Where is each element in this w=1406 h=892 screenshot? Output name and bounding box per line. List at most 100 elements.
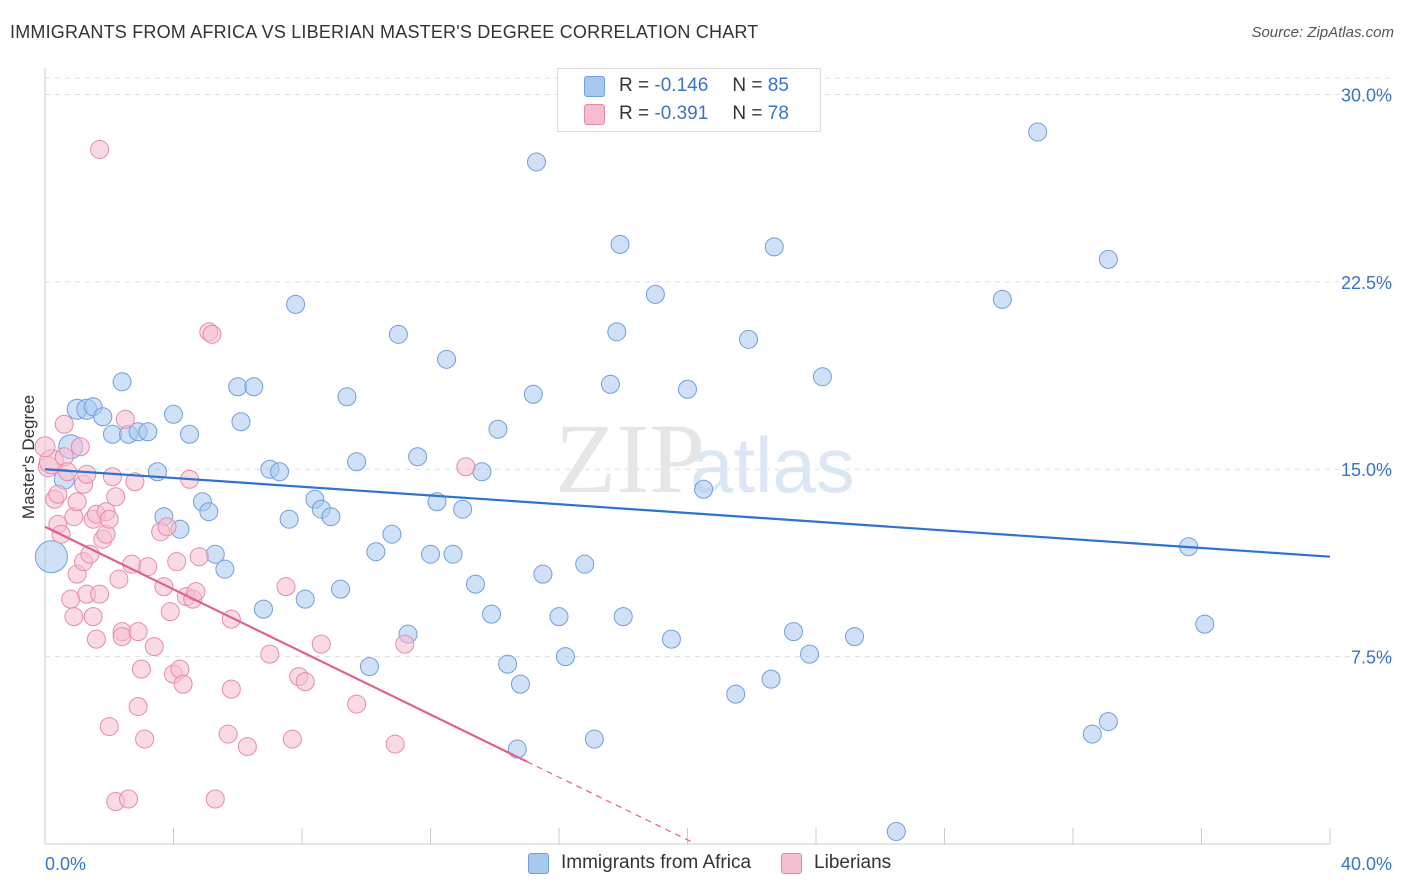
africa-point	[437, 349, 457, 369]
liberian-point	[311, 634, 331, 654]
africa-point	[382, 524, 402, 544]
africa-point	[421, 544, 440, 564]
liberian-point	[64, 607, 84, 627]
africa-point	[443, 544, 463, 564]
africa-point	[93, 407, 113, 427]
liberian-point	[456, 457, 476, 477]
liberian-point	[90, 139, 110, 159]
legend-item-liberians[interactable]: Liberians	[781, 852, 891, 874]
liberian-trend-line	[44, 525, 528, 763]
liberian-point	[202, 324, 222, 344]
liberian-point	[34, 436, 56, 458]
africa-point	[1098, 712, 1118, 732]
africa-point	[112, 372, 132, 392]
africa-point	[645, 284, 665, 304]
africa-point	[507, 739, 527, 759]
africa-point	[488, 419, 508, 439]
africa-point	[527, 152, 547, 172]
liberian-trend-extension	[526, 761, 695, 844]
liberian-point	[173, 674, 193, 694]
africa-point	[359, 657, 379, 677]
liberian-point	[115, 409, 135, 429]
liberian-point	[237, 737, 257, 757]
africa-point	[286, 294, 306, 314]
trend-lines	[44, 468, 1331, 844]
africa-point	[199, 502, 219, 522]
africa-point	[575, 554, 595, 574]
africa-point	[498, 654, 518, 674]
liberian-point	[77, 464, 97, 484]
x-tick-label: 40.0%	[1341, 854, 1392, 874]
africa-point	[244, 377, 264, 397]
africa-point	[992, 289, 1012, 309]
liberian-point	[131, 659, 151, 679]
liberian-point	[48, 484, 68, 504]
africa-point	[610, 234, 630, 254]
africa-point	[215, 559, 235, 579]
liberian-point	[276, 577, 296, 597]
liberian-point	[128, 622, 148, 642]
africa-point	[613, 607, 633, 627]
liberian-point	[135, 729, 155, 749]
liberian-point	[160, 602, 180, 622]
africa-point	[739, 329, 759, 349]
liberian-point	[83, 607, 103, 627]
liberian-point	[109, 569, 129, 589]
legend-item-africa[interactable]: Immigrants from Africa	[528, 852, 751, 874]
africa-point	[1028, 122, 1048, 142]
africa-point	[845, 627, 865, 647]
africa-point	[228, 377, 248, 397]
legend-row-liberians: R = -0.391 N = 78	[584, 101, 789, 127]
liberian-point	[70, 437, 90, 457]
legend-r-label: R =	[619, 103, 650, 124]
africa-point	[180, 424, 200, 444]
liberian-point	[295, 672, 315, 692]
liberian-point	[67, 492, 87, 512]
liberian-point	[99, 509, 119, 529]
legend-n-value: 78	[767, 103, 789, 124]
liberian-point	[144, 637, 164, 657]
africa-point	[253, 599, 273, 619]
africa-point	[138, 422, 158, 442]
africa-point	[510, 674, 530, 694]
africa-point	[331, 579, 351, 599]
africa-point	[1098, 249, 1118, 269]
africa-point	[231, 412, 251, 432]
africa-point	[1195, 614, 1215, 634]
legend-r-value: -0.391	[654, 103, 709, 124]
africa-point	[600, 374, 620, 394]
liberian-point	[99, 717, 119, 737]
africa-point	[347, 452, 367, 472]
liberian-point	[86, 629, 106, 649]
watermark-zip: ZIP	[555, 403, 705, 514]
africa-point	[761, 669, 781, 689]
legend-box: R = -0.146 N = 85 R = -0.391 N = 78	[557, 68, 821, 132]
africa-point	[812, 367, 832, 387]
legend-r-label: R =	[619, 75, 650, 96]
liberian-point	[221, 679, 241, 699]
legend-label-liberians: Liberians	[814, 852, 892, 873]
tick-labels: 7.5% 15.0% 22.5% 30.0% 0.0% 40.0%	[45, 85, 1392, 874]
liberian-point	[157, 517, 177, 537]
y-axis-title: Master's Degree	[19, 394, 38, 520]
chart-title: IMMIGRANTS FROM AFRICA VS LIBERIAN MASTE…	[10, 22, 759, 42]
africa-point	[482, 604, 502, 624]
legend-swatch-africa	[584, 75, 605, 97]
africa-point	[523, 384, 543, 404]
africa-point	[678, 379, 697, 399]
legend-swatch-liberians	[584, 103, 605, 125]
y-tick-label: 15.0%	[1341, 460, 1392, 480]
africa-point	[321, 507, 341, 527]
africa-point	[584, 729, 604, 749]
liberian-point	[112, 627, 132, 647]
liberian-point	[54, 414, 74, 434]
legend-swatch-africa	[528, 852, 549, 874]
legend-r-value: -0.146	[654, 75, 709, 96]
liberian-point	[205, 789, 225, 809]
africa-point	[164, 404, 183, 424]
y-tick-label: 7.5%	[1351, 648, 1392, 668]
legend-n-label: N =	[732, 75, 763, 96]
liberian-point	[221, 609, 241, 629]
africa-point	[388, 324, 408, 344]
